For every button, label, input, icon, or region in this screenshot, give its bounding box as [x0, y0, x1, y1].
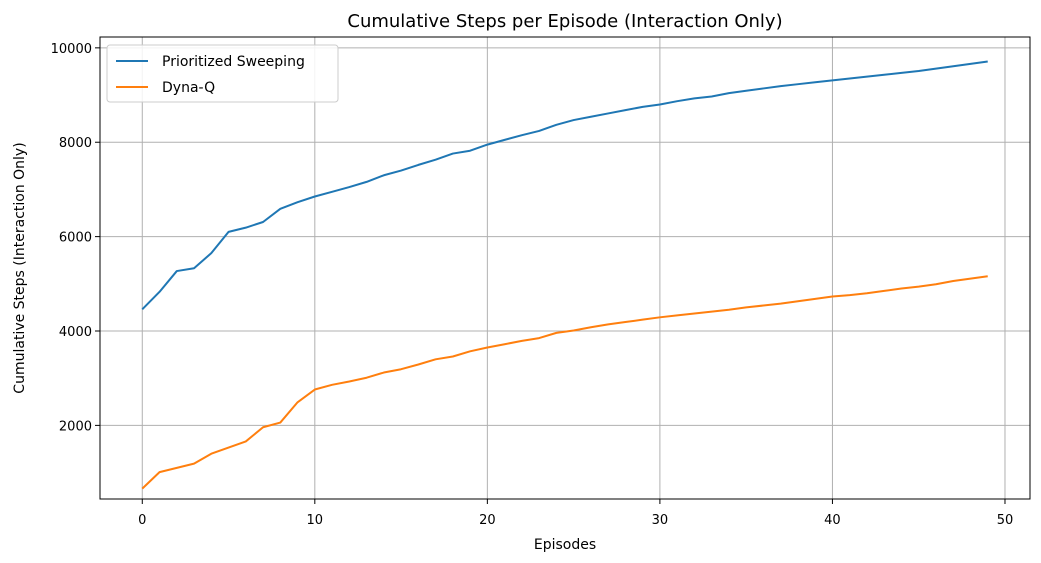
x-axis-ticks: 0 10 20 30 40 50 — [138, 499, 1013, 528]
plot-frame — [99, 36, 1031, 500]
x-tick-label: 10 — [307, 513, 324, 528]
series-lines — [141, 60, 988, 490]
y-tick-label: 4000 — [59, 325, 92, 340]
chart-title: Cumulative Steps per Episode (Interactio… — [347, 11, 782, 32]
x-tick-label: 30 — [652, 513, 669, 528]
x-tick-label: 20 — [479, 513, 496, 528]
x-axis-label: Episodes — [534, 537, 596, 553]
y-axis-label: Cumulative Steps (Interaction Only) — [12, 142, 28, 393]
x-tick-label: 40 — [824, 513, 841, 528]
x-tick-label: 50 — [997, 513, 1014, 528]
series-line-dyna-q — [141, 275, 988, 490]
series-line-prioritized-sweeping — [141, 60, 988, 310]
y-tick-label: 6000 — [59, 231, 92, 246]
grid-lines — [100, 37, 1030, 499]
legend: Prioritized Sweeping Dyna-Q — [106, 44, 339, 103]
y-tick-label: 8000 — [59, 136, 92, 151]
x-tick-label: 0 — [138, 513, 146, 528]
legend-box — [106, 44, 339, 103]
legend-label-prioritized-sweeping: Prioritized Sweeping — [162, 54, 305, 70]
y-tick-label: 2000 — [59, 419, 92, 434]
y-tick-label: 10000 — [51, 42, 92, 57]
y-axis-ticks: 2000 4000 6000 8000 10000 — [51, 42, 100, 434]
legend-label-dyna-q: Dyna-Q — [162, 80, 215, 96]
